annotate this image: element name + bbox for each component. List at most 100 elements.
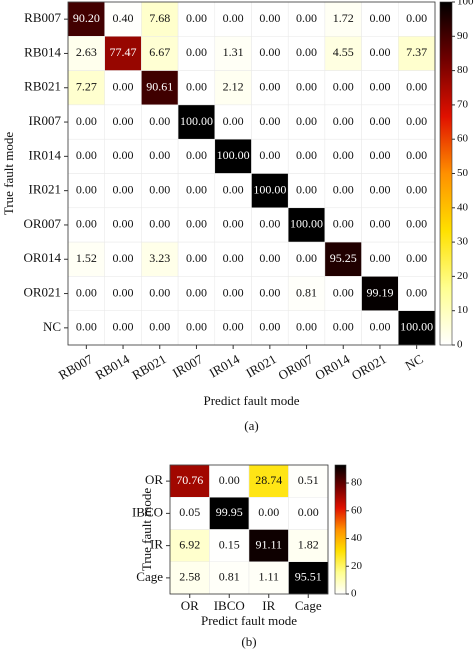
cell-value: 28.74 xyxy=(255,473,282,487)
cell-value: 100.00 xyxy=(253,182,286,196)
plot-frame xyxy=(169,464,329,595)
x-tick-label: IR021 xyxy=(243,351,279,380)
heatmap-cell xyxy=(324,104,362,140)
cell-value: 0.00 xyxy=(149,320,170,334)
cell-value: 0.00 xyxy=(406,182,427,196)
caption: (b) xyxy=(241,634,256,649)
heatmap-cell xyxy=(177,1,216,37)
cell-value: 0.00 xyxy=(296,114,317,128)
heatmap-cell xyxy=(287,207,326,243)
heatmap-cell xyxy=(169,497,210,530)
cell-value: 0.00 xyxy=(369,217,390,231)
heatmap-cell xyxy=(104,241,142,277)
y-tick-label: IR014 xyxy=(29,147,62,162)
heatmap-cell xyxy=(67,1,105,37)
plot-frame xyxy=(67,1,436,346)
cell-value: 2.58 xyxy=(179,570,200,584)
cell-value: 0.00 xyxy=(298,505,319,519)
cell-value: 0.00 xyxy=(406,11,427,25)
cell-value: 1.52 xyxy=(76,251,97,265)
heatmap-cell xyxy=(141,173,179,209)
cell-value: 0.00 xyxy=(76,182,97,196)
x-tick-label: NC xyxy=(402,351,425,373)
cell-value: 0.00 xyxy=(76,285,97,299)
heatmap-cell xyxy=(67,104,105,140)
x-tick-label: OR021 xyxy=(349,351,389,383)
heatmap-cell xyxy=(251,207,289,243)
heatmap-cell xyxy=(214,241,252,277)
cell-value: 0.00 xyxy=(406,251,427,265)
heatmap-cell xyxy=(67,70,105,106)
heatmap-cell xyxy=(177,276,216,311)
cell-value: 0.00 xyxy=(113,114,134,128)
cell-value: 0.00 xyxy=(259,148,280,162)
colorbar xyxy=(334,464,347,595)
cell-value: 0.00 xyxy=(113,80,134,94)
y-tick-label: RB014 xyxy=(24,44,61,59)
heatmap-cell xyxy=(209,529,250,562)
heatmap-cell xyxy=(104,70,142,106)
cell-value: 0.00 xyxy=(259,45,280,59)
colorbar-tick-label: 60 xyxy=(351,504,363,516)
heatmap-cell xyxy=(67,207,105,243)
y-axis-label: True fault mode xyxy=(1,132,16,216)
heatmap-cell xyxy=(169,529,210,562)
heatmap-cell xyxy=(214,276,252,311)
heatmap-cell xyxy=(361,173,399,209)
cell-value: 0.00 xyxy=(369,148,390,162)
cell-value: 0.00 xyxy=(186,285,207,299)
cell-value: 0.00 xyxy=(223,182,244,196)
heatmap-cell xyxy=(141,276,179,311)
cell-value: 0.81 xyxy=(219,570,240,584)
heatmap-cell xyxy=(67,173,105,209)
cell-value: 0.00 xyxy=(149,148,170,162)
heatmap-cell xyxy=(287,310,326,346)
cell-value: 0.00 xyxy=(369,45,390,59)
cell-value: 0.00 xyxy=(259,285,280,299)
cell-value: 99.95 xyxy=(216,505,243,519)
cell-value: 0.00 xyxy=(406,217,427,231)
x-tick-label: RB021 xyxy=(129,351,168,382)
cell-value: 0.00 xyxy=(406,285,427,299)
y-tick-label: IR007 xyxy=(29,113,62,128)
heatmap-cell xyxy=(398,310,436,346)
y-tick-label: Cage xyxy=(136,569,163,584)
colorbar-tick-label: 40 xyxy=(351,532,363,544)
heatmap-cell xyxy=(324,70,362,106)
heatmap-cell xyxy=(104,36,142,71)
cell-value: 0.00 xyxy=(149,217,170,231)
colorbar-tick-label: 100 xyxy=(457,0,474,8)
heatmap-cell xyxy=(177,310,216,346)
heatmap-cell xyxy=(214,138,252,174)
cell-value: 1.11 xyxy=(258,570,279,584)
x-tick-label: IR007 xyxy=(170,351,206,380)
colorbar-tick-label: 0 xyxy=(351,588,357,600)
heatmap-cell xyxy=(251,241,289,277)
cell-value: 0.00 xyxy=(186,11,207,25)
cell-value: 0.00 xyxy=(113,285,134,299)
y-tick-label: OR021 xyxy=(23,285,61,300)
cell-value: 0.00 xyxy=(149,182,170,196)
heatmap-cell xyxy=(251,173,289,209)
caption: (a) xyxy=(244,418,258,433)
cell-value: 0.00 xyxy=(223,217,244,231)
cell-value: 100.00 xyxy=(290,217,323,231)
heatmap-cell xyxy=(177,36,216,71)
heatmap-cell xyxy=(361,276,399,311)
heatmap-cell xyxy=(67,310,105,346)
cell-value: 0.00 xyxy=(369,182,390,196)
cell-value: 0.00 xyxy=(113,320,134,334)
cell-value: 0.05 xyxy=(179,505,200,519)
cell-value: 77.47 xyxy=(110,45,137,59)
cell-value: 0.00 xyxy=(76,148,97,162)
y-tick-label: IBCO xyxy=(132,504,163,519)
x-tick-label: IBCO xyxy=(214,598,245,613)
heatmap-cell xyxy=(361,36,399,71)
heatmap-cell xyxy=(251,36,289,71)
cell-value: 100.00 xyxy=(400,320,433,334)
heatmap-cell xyxy=(324,138,362,174)
cell-value: 0.00 xyxy=(113,217,134,231)
heatmap-cell xyxy=(104,1,142,37)
cell-value: 0.00 xyxy=(223,285,244,299)
y-axis-label: True fault mode xyxy=(139,488,154,572)
